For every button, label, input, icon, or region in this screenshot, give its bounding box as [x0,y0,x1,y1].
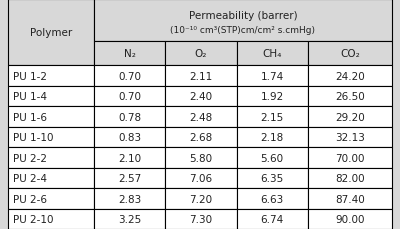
Text: 26.50: 26.50 [335,92,365,102]
Text: 0.70: 0.70 [118,71,141,81]
Bar [308,168,392,188]
Bar [236,168,308,188]
Bar [94,148,166,168]
Bar [94,168,166,188]
Bar [94,127,166,148]
Bar [94,42,166,66]
Text: 90.00: 90.00 [335,214,364,224]
Text: 82.00: 82.00 [335,173,365,183]
Bar [166,42,236,66]
Bar [236,127,308,148]
Bar [308,188,392,209]
Bar [166,209,236,229]
Bar [8,107,94,127]
Bar [8,66,94,87]
Bar [166,148,236,168]
Bar [166,127,236,148]
Bar [308,148,392,168]
Text: 87.40: 87.40 [335,194,365,204]
Bar [8,168,94,188]
Bar [236,87,308,107]
Bar [308,107,392,127]
Bar [236,42,308,66]
Bar [166,188,236,209]
Text: Permeability (barrer): Permeability (barrer) [189,11,297,21]
Text: 6.74: 6.74 [260,214,284,224]
Text: 24.20: 24.20 [335,71,365,81]
Text: 2.68: 2.68 [189,133,213,142]
Text: PU 2-2: PU 2-2 [13,153,47,163]
Bar [166,168,236,188]
Text: 2.83: 2.83 [118,194,142,204]
Text: 0.70: 0.70 [118,92,141,102]
Text: 0.83: 0.83 [118,133,141,142]
Bar [166,66,236,87]
Bar [94,107,166,127]
Text: 7.20: 7.20 [190,194,212,204]
Text: 3.25: 3.25 [118,214,142,224]
Bar [308,42,392,66]
Text: 2.18: 2.18 [260,133,284,142]
Text: PU 1-4: PU 1-4 [13,92,47,102]
Text: 5.80: 5.80 [190,153,212,163]
Text: (10⁻¹⁰ cm³(STP)cm/cm² s.cmHg): (10⁻¹⁰ cm³(STP)cm/cm² s.cmHg) [170,26,316,35]
Text: 6.63: 6.63 [260,194,284,204]
Text: 2.40: 2.40 [190,92,212,102]
Text: PU 2-6: PU 2-6 [13,194,47,204]
Text: 1.74: 1.74 [260,71,284,81]
Bar [308,209,392,229]
Bar [236,107,308,127]
Bar [94,87,166,107]
Bar [308,87,392,107]
Text: PU 2-4: PU 2-4 [13,173,47,183]
Bar [8,188,94,209]
Text: PU 2-10: PU 2-10 [13,214,54,224]
Bar [166,87,236,107]
Bar [94,66,166,87]
Text: N₂: N₂ [124,49,136,59]
Text: O₂: O₂ [195,49,207,59]
Bar [8,148,94,168]
Bar [236,188,308,209]
Text: 2.15: 2.15 [260,112,284,122]
Bar [236,148,308,168]
Text: Polymer: Polymer [30,28,72,38]
Bar [8,127,94,148]
Text: PU 1-6: PU 1-6 [13,112,47,122]
Text: 7.30: 7.30 [190,214,212,224]
Bar [308,66,392,87]
Bar [308,127,392,148]
Text: 2.57: 2.57 [118,173,142,183]
Bar [8,0,94,66]
Text: 1.92: 1.92 [260,92,284,102]
Bar [94,0,392,42]
Text: 70.00: 70.00 [335,153,364,163]
Text: 29.20: 29.20 [335,112,365,122]
Text: 0.78: 0.78 [118,112,141,122]
Bar [8,209,94,229]
Text: 2.11: 2.11 [189,71,213,81]
Text: 7.06: 7.06 [190,173,212,183]
Text: CO₂: CO₂ [340,49,360,59]
Bar [236,66,308,87]
Bar [8,87,94,107]
Text: 2.48: 2.48 [189,112,213,122]
Bar [166,107,236,127]
Text: PU 1-10: PU 1-10 [13,133,54,142]
Bar [94,209,166,229]
Bar [236,209,308,229]
Text: 2.10: 2.10 [118,153,141,163]
Text: 6.35: 6.35 [260,173,284,183]
Text: CH₄: CH₄ [262,49,282,59]
Text: 32.13: 32.13 [335,133,365,142]
Text: 5.60: 5.60 [261,153,284,163]
Text: PU 1-2: PU 1-2 [13,71,47,81]
Bar [94,188,166,209]
